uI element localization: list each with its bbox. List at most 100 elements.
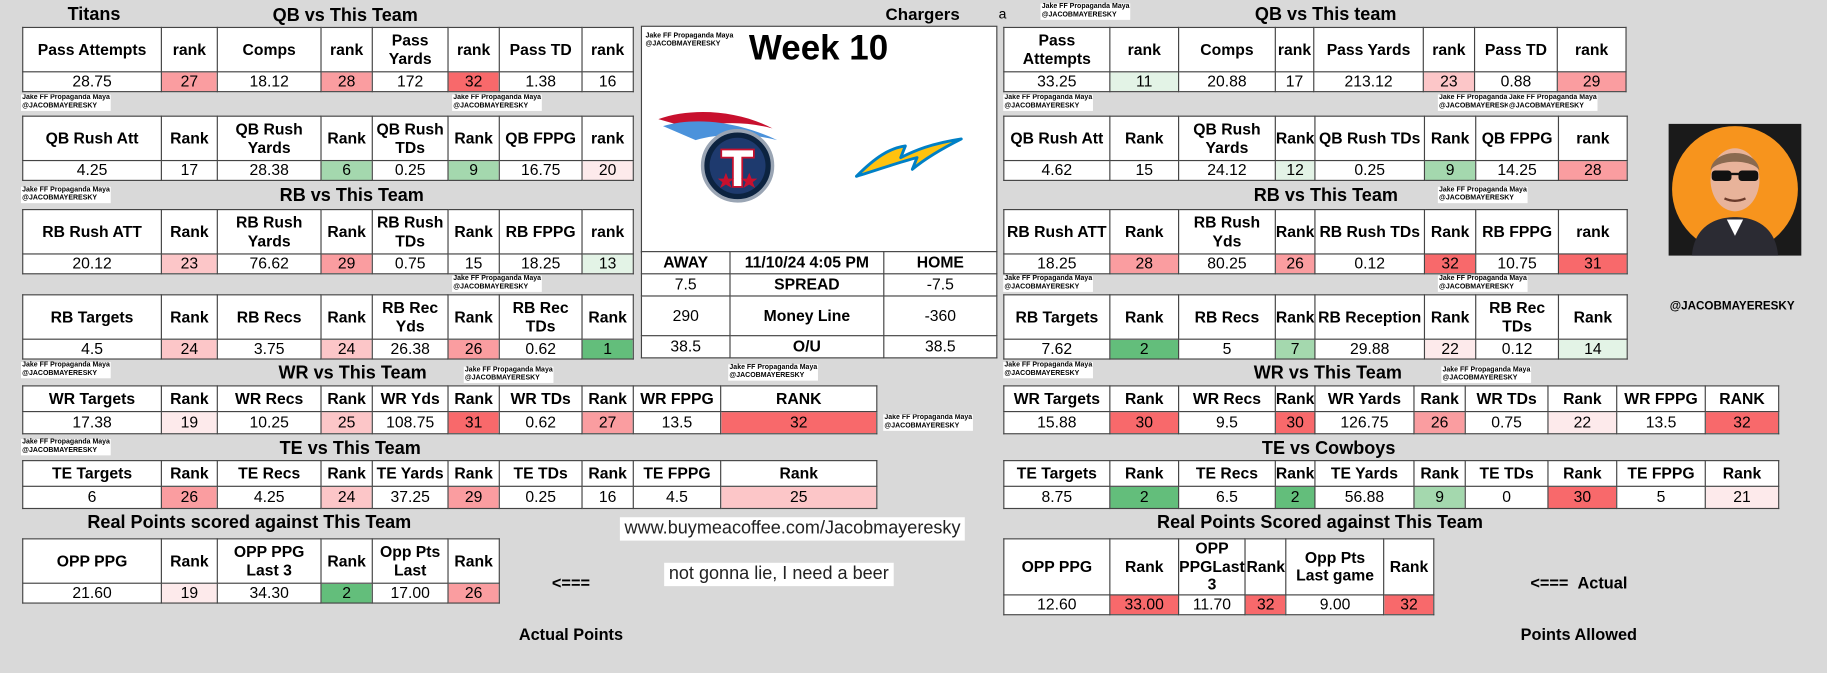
stat-value: 29.88 [1314,338,1426,360]
stat-header: WR Targets [1003,385,1111,413]
stat-value: 0.25 [498,485,583,510]
home-label: HOME [883,251,998,275]
avatar-photo [1668,123,1802,256]
rank-header: rank [1274,26,1315,73]
rank-header: Rank [720,460,878,487]
beer-note: not gonna lie, I need a beer [664,562,894,587]
rank-value: 23 [1422,71,1476,93]
qb-table-right-1: Pass Attempts rank Comps rank Pass Yards rank… [1003,26,1627,93]
moneyline-label: Money Line [729,295,885,337]
stat-header: OPP PPG [22,538,162,584]
opponent-name: Chargers [885,5,960,25]
stat-value: 17.00 [371,582,449,604]
stat-header: WR FPPG [1616,385,1706,413]
rank-value: 32 [447,71,500,93]
coffee-link[interactable]: www.buymeacoffee.com/Jacobmayeresky [619,517,966,541]
stat-header: TE Recs [1178,460,1276,487]
rank-value: 29 [320,253,373,275]
watermark: Jake FF Propaganda Maya @JACOBMAYERESKY [1437,186,1529,204]
stat-header: WR Yds [371,385,449,413]
rank-value: 29 [447,485,500,510]
wr-section-title-left: WR vs This Team [278,363,427,383]
rank-value: 14 [1557,338,1628,360]
rank-value: 17 [1274,71,1315,93]
stat-header: WR Recs [216,385,322,413]
stat-header: QB Rush Att [1003,115,1111,162]
stat-header: OPP PPGLast 3 [1178,538,1246,595]
stat-value: 0.12 [1475,338,1560,360]
stat-header: TE Targets [22,460,162,487]
rank-value: 27 [160,71,218,93]
titans-logo [658,111,778,203]
stat-value: 21.60 [22,582,162,604]
rank-value: 30 [1547,485,1618,510]
stat-value: 4.5 [632,485,722,510]
rank-value: 19 [160,582,218,604]
stat-header: RB FPPG [498,209,583,255]
rank-header: Rank [1274,385,1316,413]
watermark: Jake FF Propaganda Maya @JACOBMAYERESKY [20,361,112,379]
rank-header: rank [447,26,500,73]
rank-value: 9 [1423,159,1477,181]
rank-value: 2 [320,582,373,604]
stat-value: 24.12 [1178,159,1276,181]
rank-header: rank [581,26,634,73]
stat-header: TE Targets [1003,460,1111,487]
ou-home: 38.5 [883,335,998,359]
stat-value: 26.38 [371,338,449,360]
rank-value: 30 [1274,410,1316,435]
rank-header: Rank [1109,385,1180,413]
rank-value: 20 [581,159,634,181]
stat-header: RB Recs [1178,294,1276,340]
moneyline-home: -360 [883,295,998,337]
rank-header: Rank [447,209,500,255]
stat-header: Pass TD [1473,26,1558,73]
stat-value: 0.75 [1464,410,1549,435]
rank-value: 25 [320,410,373,435]
watermark: Jake FF Propaganda Maya @JACOBMAYERESKY [1441,366,1532,383]
game-date: 11/10/24 4:05 PM [729,251,885,275]
stat-value: 80.25 [1178,253,1276,275]
stat-value: 4.62 [1003,159,1111,181]
stat-value: 9.00 [1285,593,1385,615]
rank-header: Rank [581,294,634,340]
rank-header: rank [581,209,634,255]
rank-value: 9 [1413,485,1466,510]
rank-header: Rank [1274,294,1316,340]
stat-header: RB Targets [22,294,162,340]
stat-value: 0.12 [1314,253,1426,275]
rank-value: 21 [1704,485,1780,510]
profile-handle[interactable]: @JACOBMAYERESKY [1669,300,1795,313]
spread-label: SPREAD [729,273,885,297]
rank-value: 26 [160,485,218,510]
qb-table-left-1: Pass Attempts rank Comps rank Pass Yards rank… [22,26,634,93]
rank-value: 16 [581,485,634,510]
spread-home: -7.5 [883,273,998,297]
chargers-bolt-logo [854,137,963,178]
stat-value: 6.5 [1178,485,1276,510]
arrow-symbol: <=== [551,573,590,592]
rank-header: Rank [1547,385,1618,413]
rank-value: 22 [1423,338,1477,360]
rank-value: 15 [447,253,500,275]
stat-header: Pass Attempts [22,26,162,73]
team-name-left: Titans [67,4,121,25]
rank-header: Rank [320,538,373,584]
stat-value: 7.62 [1003,338,1111,360]
stat-value: 28.38 [216,159,322,181]
watermark: Jake FF Propaganda Maya @JACOBMAYERESKY [463,366,554,383]
stat-value: 18.12 [216,71,322,93]
stat-value: 4.5 [22,338,162,360]
rank-value: 25 [720,485,878,510]
stat-header: QB Rush Att [22,115,162,162]
te-section-title-right: TE vs Cowboys [1261,439,1396,459]
watermark: Jake FF Propaganda Maya @JACOBMAYERESKY [1437,94,1529,111]
rank-value: 32 [1383,593,1435,615]
stat-value: 18.25 [498,253,583,275]
real-points-title-right: Real Points Scored against This Team [1157,512,1483,533]
stat-header: Pass Yards [371,26,449,73]
ou-label: O/U [729,335,885,359]
rank-header: Rank [160,209,218,255]
rank-header: Rank [1109,115,1180,162]
stat-value: 0.25 [371,159,449,181]
